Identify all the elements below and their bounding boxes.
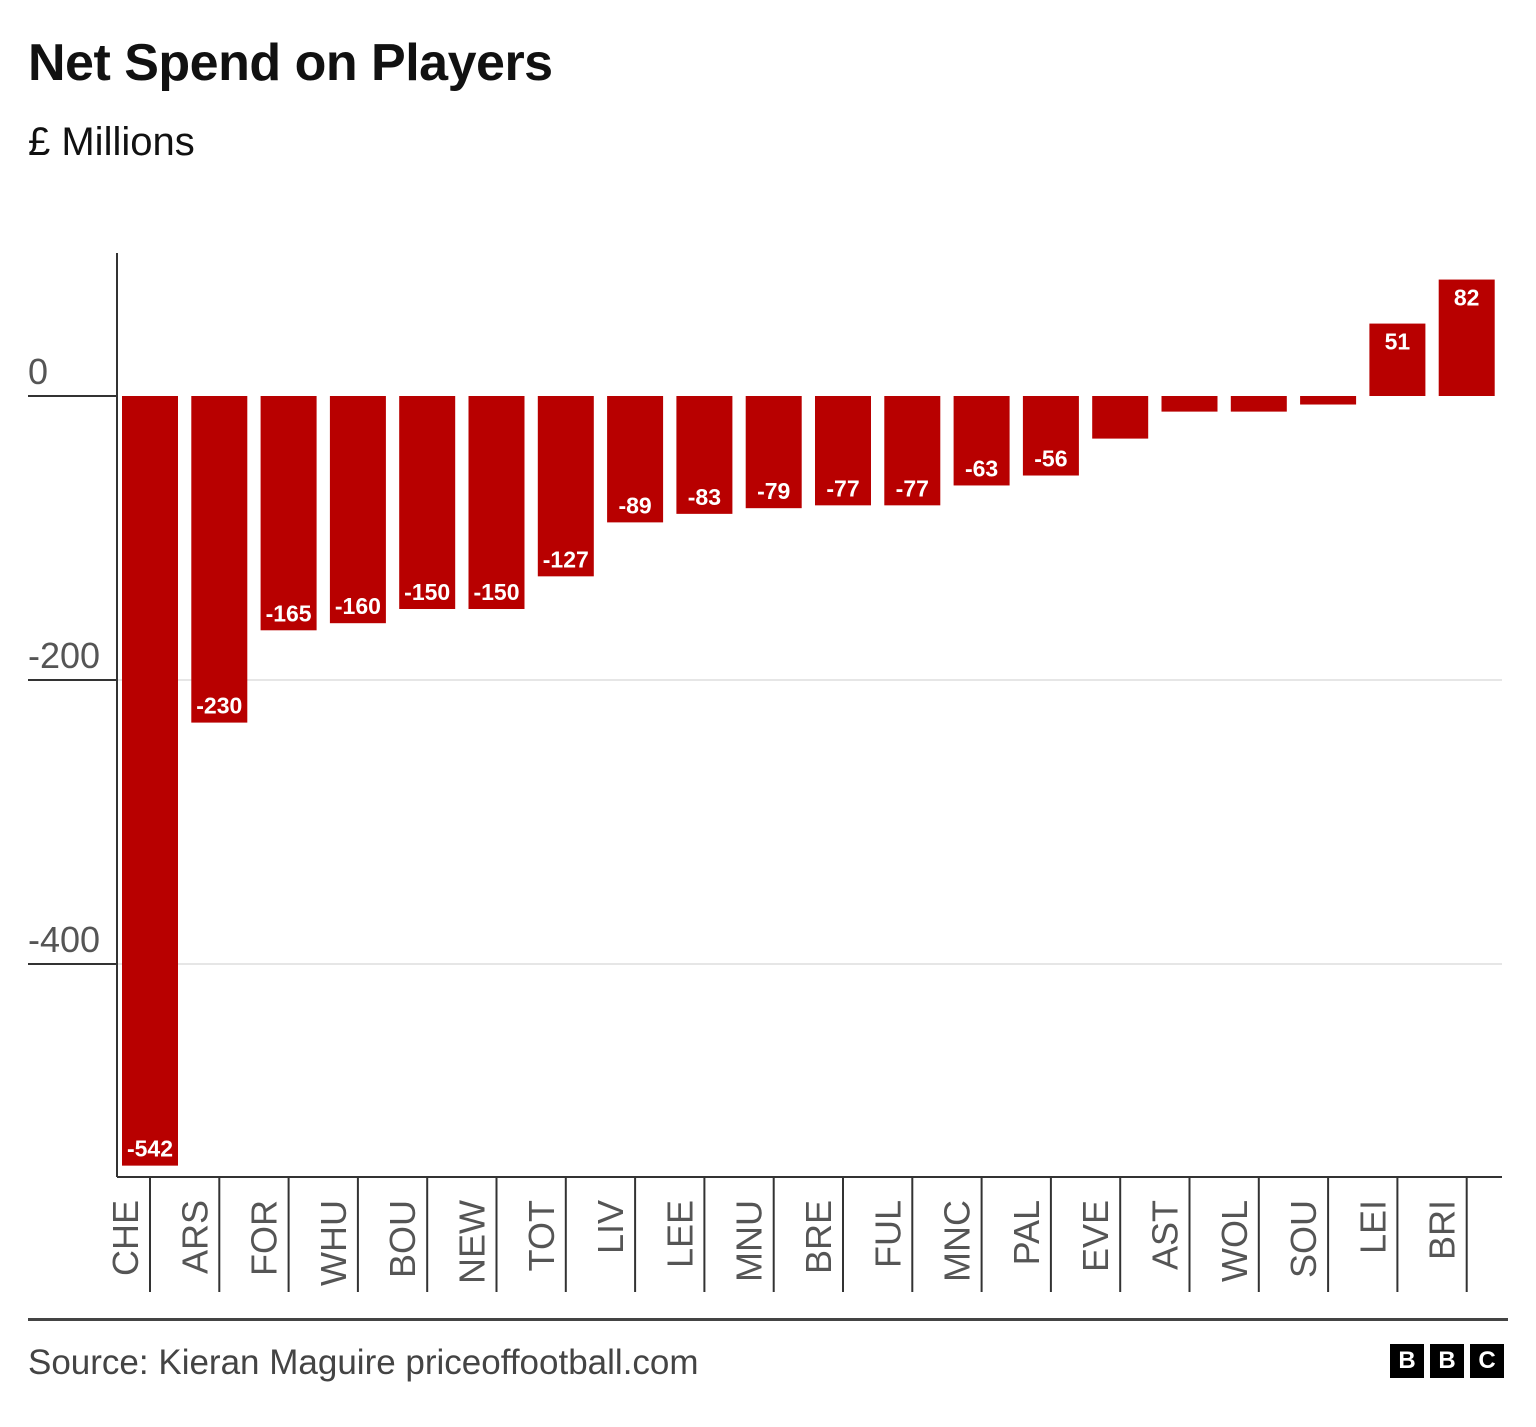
- bar-ful: [884, 396, 941, 506]
- x-tick-label: FUL: [867, 1200, 908, 1268]
- x-tick-label: BRE: [798, 1200, 839, 1274]
- data-label: 82: [1454, 285, 1480, 311]
- y-tick-label: -200: [28, 635, 100, 676]
- chart-subtitle: £ Millions: [28, 120, 195, 164]
- bar-lei: [1369, 323, 1426, 396]
- bar-ars: [191, 396, 248, 723]
- x-tick-label: EVE: [1075, 1200, 1116, 1272]
- bar-eve: [1092, 396, 1149, 439]
- data-label: -77: [826, 475, 859, 501]
- bar-liv: [607, 396, 664, 523]
- x-tick-label: MNU: [729, 1200, 770, 1282]
- x-tick-label: PAL: [1006, 1200, 1047, 1265]
- x-tick-label: FOR: [244, 1200, 285, 1276]
- bbc-logo: B B C: [1390, 1344, 1504, 1378]
- bar-chart: 0 -200 -400 -542 -230 -165 -160 -150 -150 -127 -89…: [28, 253, 1502, 1292]
- x-tick-label: MNC: [937, 1200, 978, 1282]
- bar-bri: [1438, 279, 1495, 396]
- data-label: -79: [757, 478, 790, 504]
- bar-tot: [537, 396, 594, 577]
- bar-ast: [1161, 396, 1218, 412]
- x-tick-label: WOL: [1214, 1200, 1255, 1282]
- x-tick-label: LEI: [1352, 1200, 1393, 1254]
- x-tick-label: SOU: [1283, 1200, 1324, 1278]
- logo-letter: B: [1390, 1344, 1424, 1378]
- x-tick-label: TOT: [521, 1200, 562, 1271]
- data-label: -542: [127, 1136, 173, 1162]
- bar-che: [122, 396, 178, 1166]
- bar-lee: [676, 396, 733, 514]
- data-label: -150: [473, 579, 519, 605]
- data-label: -83: [688, 484, 721, 510]
- data-label: -160: [335, 593, 381, 619]
- x-tick-label: WHU: [313, 1200, 354, 1286]
- x-tick-label: LIV: [590, 1200, 631, 1254]
- y-tick-label: 0: [28, 351, 48, 392]
- data-label: -150: [404, 579, 450, 605]
- x-tick-label: BOU: [382, 1200, 423, 1278]
- bar-for: [260, 396, 317, 631]
- data-label: -127: [543, 546, 589, 572]
- data-label: 51: [1385, 329, 1411, 355]
- bar-bou: [399, 396, 456, 609]
- source-note: Source: Kieran Maguire priceoffootball.c…: [28, 1343, 699, 1382]
- bar-new: [468, 396, 525, 609]
- x-tick-label: AST: [1145, 1200, 1186, 1270]
- bar-mnc: [953, 396, 1010, 486]
- bar-mnu: [745, 396, 802, 509]
- bar-whu: [329, 396, 386, 624]
- x-tick-label: ARS: [174, 1200, 215, 1274]
- data-label: -165: [266, 600, 312, 626]
- x-tick-label: CHE: [105, 1200, 146, 1276]
- bar-pal: [1022, 396, 1079, 476]
- x-tick-label: LEE: [659, 1200, 700, 1268]
- data-label: -63: [965, 455, 998, 481]
- x-tick-label: NEW: [452, 1200, 493, 1284]
- chart-title: Net Spend on Players: [28, 34, 553, 92]
- footer-divider: [28, 1318, 1508, 1321]
- x-tick-label: BRI: [1422, 1200, 1463, 1260]
- logo-letter: B: [1430, 1344, 1464, 1378]
- bar-sou: [1300, 396, 1357, 405]
- logo-letter: C: [1470, 1344, 1504, 1378]
- y-tick-label: -400: [28, 919, 100, 960]
- data-label: -77: [896, 475, 929, 501]
- data-label: -89: [618, 492, 651, 518]
- data-label: -230: [196, 693, 242, 719]
- data-label: -56: [1034, 446, 1067, 472]
- bar-wol: [1230, 396, 1287, 412]
- bar-bre: [815, 396, 871, 506]
